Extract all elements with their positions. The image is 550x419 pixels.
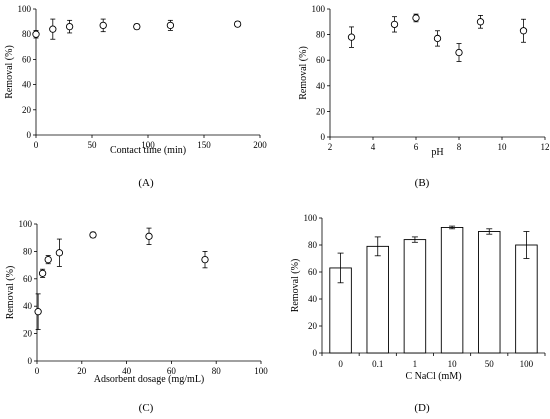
chart-b-y-axis-title: Removal (%) [298,46,309,100]
chart-b-x-tick-label: 10 [498,142,508,152]
chart-a-y-tick-label: 80 [22,29,32,39]
panel-d: 0 20 40 60 80 100 Removal (%) C NaCl (mM) 0 0.1 1 1… [275,205,550,419]
chart-a-svg: 0 20 40 60 80 100 Removal (%) Contact time (min… [4,4,267,156]
panel-d-label: (D) [414,402,430,414]
chart-a-data-point [32,30,40,38]
chart-b-data-point [519,27,528,35]
chart-d-x-tick-label: 10 [448,359,458,369]
chart-d-y-tick-label: 0 [313,348,318,358]
chart-d-y-tick-label: 100 [304,213,318,223]
chart-d-x-axis-title: C NaCl (mM) [405,371,461,382]
chart-b-y-tick-label: 100 [312,4,326,14]
panel-c: 0 20 40 60 80 100 Removal (%) Adsorbent dosage … [0,205,275,419]
chart-b-x-tick-label: 4 [371,142,376,152]
chart-b-data-point [347,33,356,41]
chart-d-x-tick-label: 0.1 [372,359,383,369]
chart-a-data-point [133,22,141,31]
chart-c-svg: 0 20 40 60 80 100 Removal (%) Adsorbent dosage … [5,219,268,385]
chart-d-y-tick-label: 40 [308,294,318,304]
panel-a-label: (A) [138,177,154,189]
chart-c-x-tick-label: 80 [212,366,222,376]
chart-a-x-tick-label: 50 [88,140,98,150]
chart-d-x-tick-label: 1 [413,359,418,369]
chart-b-y-tick-label: 60 [316,55,326,65]
chart-c-y-tick-label: 100 [19,219,33,229]
chart-b-y-tick-label: 20 [316,106,326,116]
chart-b-x-axis-title: pH [431,147,443,158]
chart-c-x-tick-label: 60 [167,366,177,376]
chart-b-data-point [455,48,463,57]
chart-c-y-tick-label: 60 [23,274,33,284]
chart-d-x-tick-label: 50 [485,359,495,369]
chart-c-x-tick-label: 0 [35,366,40,376]
chart-a-y-tick-label: 100 [18,4,32,14]
chart-c-data-point [34,308,42,316]
chart-a-y-tick-label: 60 [22,54,32,64]
chart-d-bar [515,244,538,354]
chart-c-x-tick-label: 100 [254,366,268,376]
chart-b-data-point [433,34,442,43]
chart-b-x-tick-label: 8 [457,142,462,152]
chart-d-y-tick-label: 20 [308,321,318,331]
chart-b-svg: 0 20 40 60 80 100 Removal (%) pH 2 4 6 8 10 12 [298,4,550,158]
panel-c-label: (C) [138,402,154,414]
chart-d-bar [440,227,464,354]
chart-d-bar [478,231,501,354]
chart-b-y-tick-label: 40 [316,81,326,91]
chart-d-svg: 0 20 40 60 80 100 Removal (%) C NaCl (mM) 0 0.1 1 1… [290,213,546,382]
chart-b-y-tick-label: 80 [316,30,326,40]
chart-a-y-tick-label: 0 [27,130,32,140]
chart-c-y-tick-label: 40 [23,301,33,311]
chart-a-x-tick-label: 100 [141,140,155,150]
chart-c-y-tick-label: 0 [28,356,33,366]
panel-b: 0 20 40 60 80 100 Removal (%) pH 2 4 6 8 10 12 (B) [275,0,550,195]
chart-a-x-tick-label: 0 [34,140,39,150]
chart-a-x-tick-label: 150 [197,140,211,150]
chart-d-bar [403,239,427,354]
chart-b-x-tick-label: 2 [328,142,333,152]
chart-d-y-tick-label: 60 [308,267,318,277]
chart-c-data-point [89,231,97,239]
chart-c-y-axis-title: Removal (%) [5,266,16,320]
chart-a-y-tick-label: 20 [22,105,32,115]
chart-c-x-axis-title: Adsorbent dosage (mg/mL) [94,374,205,385]
chart-c-x-tick-label: 20 [77,366,87,376]
panel-b-label: (B) [414,177,430,189]
panel-a: 0 20 40 60 80 100 Removal (%) Contact time (min… [0,0,275,195]
chart-a-y-axis-title: Removal (%) [4,45,15,99]
chart-b-x-tick-label: 12 [541,142,550,152]
chart-c-data-point [44,255,52,264]
chart-b-x-tick-label: 6 [414,142,419,152]
chart-a-data-point [233,20,242,28]
chart-b-data-point [390,20,399,29]
chart-a-x-axis-title: Contact time (min) [110,145,186,156]
chart-d-x-tick-label: 0 [338,359,343,369]
chart-a-data-point [166,21,175,30]
chart-d-y-tick-label: 80 [308,240,318,250]
chart-c-data-point [145,232,153,240]
chart-c-y-tick-label: 80 [23,246,33,256]
chart-b-data-point [412,14,420,22]
chart-b-y-tick-label: 0 [321,132,326,142]
chart-a-y-tick-label: 40 [22,80,32,90]
chart-c-data-point [38,269,47,277]
chart-c-x-tick-label: 40 [122,366,132,376]
chart-c-data-point [201,255,209,264]
chart-b-data-point [476,18,485,26]
chart-a-x-tick-label: 200 [253,140,267,150]
chart-a-data-point [49,25,57,33]
chart-c-data-point [55,249,64,257]
chart-c-y-tick-label: 20 [23,329,33,339]
chart-a-data-point [99,21,107,30]
chart-a-data-point [65,22,74,31]
chart-d-bar [366,245,389,354]
chart-d-x-tick-label: 100 [520,359,534,369]
chart-d-y-axis-title: Removal (%) [290,259,301,313]
